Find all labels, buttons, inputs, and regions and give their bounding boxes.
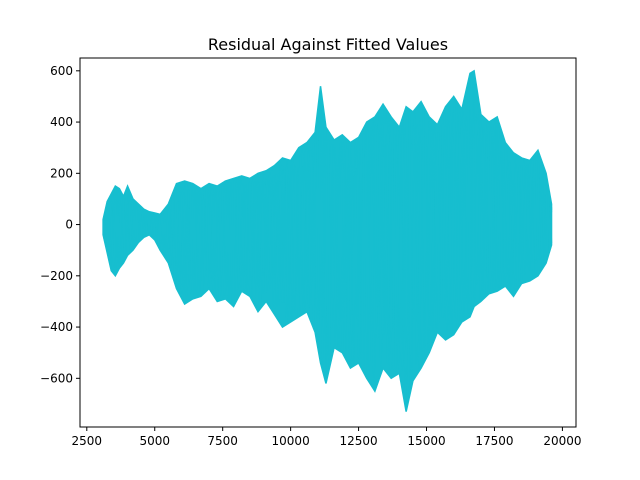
y-axis: −600 −400 −200 0 200 400 600: [40, 64, 80, 385]
x-tick-label-12500: 12500: [339, 434, 377, 448]
residual-trace-4: [102, 80, 553, 399]
x-tick-label-7500: 7500: [207, 434, 238, 448]
y-tick-label-600: 600: [50, 64, 73, 78]
residual-trace-3: [102, 72, 553, 391]
y-tick-label--600: −600: [40, 371, 73, 385]
x-tick-label-17500: 17500: [475, 434, 513, 448]
plot-frame: [79, 57, 577, 428]
x-tick-label-15000: 15000: [407, 434, 445, 448]
x-tick-label-10000: 10000: [272, 434, 310, 448]
x-tick-label-2500: 2500: [72, 434, 103, 448]
y-tick-label-200: 200: [50, 166, 73, 180]
y-tick-label-0: 0: [65, 218, 73, 232]
plot-area: [102, 69, 553, 412]
y-tick-label-400: 400: [50, 115, 73, 129]
chart-title: Residual Against Fitted Values: [208, 35, 448, 54]
x-axis: 2500 5000 7500 10000 12500 15000 17500 20000: [72, 427, 582, 448]
y-tick-label--400: −400: [40, 320, 73, 334]
x-tick-label-20000: 20000: [543, 434, 581, 448]
y-tick-label--200: −200: [40, 269, 73, 283]
x-tick-label-5000: 5000: [139, 434, 170, 448]
